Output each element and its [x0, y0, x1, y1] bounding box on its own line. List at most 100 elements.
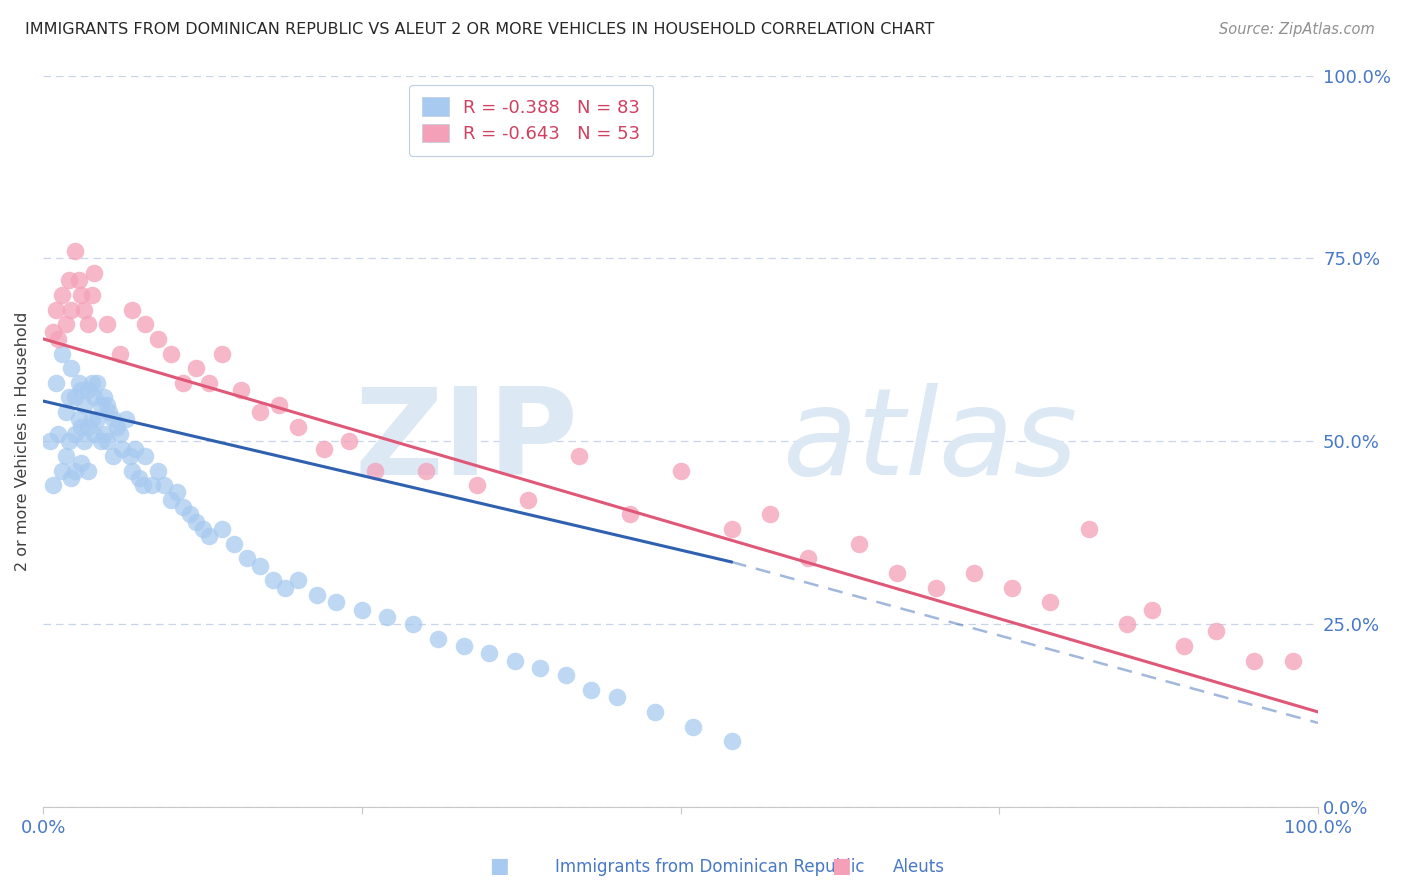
- Point: [121, 464, 143, 478]
- Point: [262, 574, 284, 588]
- Point: [211, 346, 233, 360]
- Point: [115, 412, 138, 426]
- Point: [503, 654, 526, 668]
- Point: [63, 427, 86, 442]
- Point: [886, 566, 908, 580]
- Point: [146, 332, 169, 346]
- Point: [67, 273, 90, 287]
- Point: [166, 485, 188, 500]
- Point: [619, 508, 641, 522]
- Point: [134, 317, 156, 331]
- Point: [108, 346, 131, 360]
- Point: [682, 720, 704, 734]
- Point: [70, 456, 93, 470]
- Point: [924, 581, 946, 595]
- Point: [350, 602, 373, 616]
- Point: [669, 464, 692, 478]
- Point: [1142, 602, 1164, 616]
- Point: [70, 419, 93, 434]
- Point: [45, 376, 67, 390]
- Point: [229, 383, 252, 397]
- Point: [720, 522, 742, 536]
- Point: [67, 412, 90, 426]
- Point: [478, 647, 501, 661]
- Point: [76, 464, 98, 478]
- Point: [198, 529, 221, 543]
- Point: [48, 427, 70, 442]
- Point: [67, 376, 90, 390]
- Point: [415, 464, 437, 478]
- Point: [76, 317, 98, 331]
- Point: [287, 574, 309, 588]
- Point: [186, 361, 208, 376]
- Point: [1115, 617, 1137, 632]
- Point: [363, 464, 385, 478]
- Point: [63, 244, 86, 258]
- Point: [60, 361, 83, 376]
- Point: [224, 537, 246, 551]
- Point: [111, 442, 134, 456]
- Point: [80, 376, 103, 390]
- Point: [51, 346, 73, 360]
- Point: [118, 449, 141, 463]
- Point: [70, 383, 93, 397]
- Point: [124, 442, 146, 456]
- Point: [581, 683, 603, 698]
- Point: [42, 478, 65, 492]
- Point: [70, 288, 93, 302]
- Point: [60, 471, 83, 485]
- Point: [96, 434, 118, 449]
- Point: [516, 492, 538, 507]
- Point: [172, 500, 194, 515]
- Point: [63, 391, 86, 405]
- Point: [325, 595, 347, 609]
- Point: [55, 449, 77, 463]
- Point: [63, 464, 86, 478]
- Point: [83, 391, 105, 405]
- Text: IMMIGRANTS FROM DOMINICAN REPUBLIC VS ALEUT 2 OR MORE VEHICLES IN HOUSEHOLD CORR: IMMIGRANTS FROM DOMINICAN REPUBLIC VS AL…: [25, 22, 935, 37]
- Point: [1001, 581, 1024, 595]
- Point: [55, 405, 77, 419]
- Point: [1173, 639, 1195, 653]
- Text: ZIP: ZIP: [354, 383, 579, 500]
- Point: [191, 522, 214, 536]
- Point: [105, 419, 128, 434]
- Point: [45, 302, 67, 317]
- Point: [98, 405, 121, 419]
- Point: [134, 449, 156, 463]
- Point: [179, 508, 201, 522]
- Point: [58, 391, 80, 405]
- Point: [307, 588, 329, 602]
- Point: [73, 302, 96, 317]
- Point: [337, 434, 360, 449]
- Point: [312, 442, 335, 456]
- Point: [427, 632, 450, 646]
- Point: [60, 302, 83, 317]
- Point: [73, 434, 96, 449]
- Point: [963, 566, 986, 580]
- Point: [80, 412, 103, 426]
- Point: [51, 288, 73, 302]
- Point: [267, 398, 290, 412]
- Point: [1281, 654, 1303, 668]
- Point: [80, 288, 103, 302]
- Point: [86, 376, 108, 390]
- Point: [93, 427, 115, 442]
- Point: [568, 449, 591, 463]
- Point: [42, 325, 65, 339]
- Point: [86, 412, 108, 426]
- Y-axis label: 2 or more Vehicles in Household: 2 or more Vehicles in Household: [15, 311, 30, 571]
- Point: [141, 478, 163, 492]
- Text: ■: ■: [831, 856, 851, 876]
- Point: [720, 734, 742, 748]
- Point: [58, 434, 80, 449]
- Point: [83, 266, 105, 280]
- Point: [83, 427, 105, 442]
- Point: [198, 376, 221, 390]
- Text: atlas: atlas: [783, 383, 1078, 500]
- Point: [48, 332, 70, 346]
- Point: [96, 398, 118, 412]
- Point: [644, 705, 666, 719]
- Point: [465, 478, 488, 492]
- Text: ■: ■: [489, 856, 509, 876]
